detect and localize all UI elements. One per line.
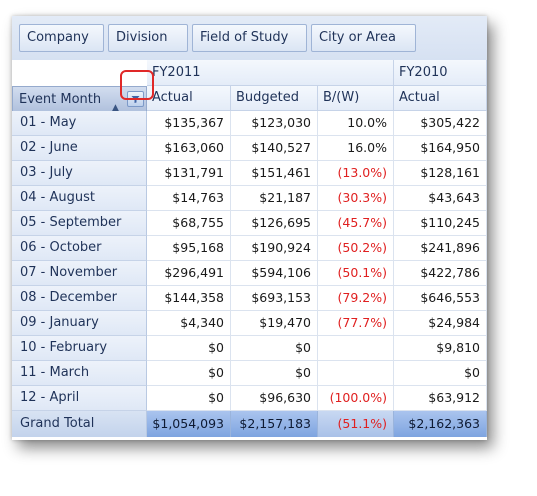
cell-actual-fy2011[interactable]: $68,755	[147, 211, 231, 236]
cell-actual-fy2011[interactable]: $0	[147, 336, 231, 361]
cell-actual-fy2011[interactable]: $14,763	[147, 186, 231, 211]
cell-actual-fy2010[interactable]: $43,643	[394, 186, 487, 211]
cell-bw[interactable]: 16.0%	[318, 136, 394, 161]
row-label[interactable]: 05 - September	[12, 211, 147, 236]
sort-asc-icon[interactable]: ▲	[112, 103, 119, 113]
column-header-bw[interactable]: B/(W)	[318, 86, 394, 111]
cell-budgeted[interactable]: $19,470	[231, 311, 318, 336]
cell-actual-fy2010[interactable]: $9,810	[394, 336, 487, 361]
column-group-fy2010[interactable]: FY2010	[394, 60, 487, 86]
cell-budgeted[interactable]: $693,153	[231, 286, 318, 311]
cell-actual-fy2011[interactable]: $95,168	[147, 236, 231, 261]
cell-bw[interactable]: 10.0%	[318, 111, 394, 136]
cell-actual-fy2010[interactable]: $241,896	[394, 236, 487, 261]
cell-bw[interactable]: (30.3%)	[318, 186, 394, 211]
cell-bw[interactable]: (45.7%)	[318, 211, 394, 236]
cell-budgeted[interactable]: $21,187	[231, 186, 318, 211]
filter-highlight-box	[120, 70, 154, 100]
row-label[interactable]: 03 - July	[12, 161, 147, 186]
cell-budgeted[interactable]: $0	[231, 336, 318, 361]
filter-area: Company Division Field of Study City or …	[12, 16, 487, 61]
cell-budgeted[interactable]: $140,527	[231, 136, 318, 161]
cell-bw[interactable]: (13.0%)	[318, 161, 394, 186]
row-label[interactable]: 08 - December	[12, 286, 147, 311]
cell-actual-fy2011[interactable]: $163,060	[147, 136, 231, 161]
cell-bw[interactable]	[318, 361, 394, 386]
cell-bw[interactable]: (100.0%)	[318, 386, 394, 411]
filter-field-field-of-study[interactable]: Field of Study	[192, 24, 307, 52]
filter-field-division[interactable]: Division	[108, 24, 188, 52]
row-label[interactable]: 11 - March	[12, 361, 147, 386]
cell-budgeted[interactable]: $190,924	[231, 236, 318, 261]
cell-budgeted[interactable]: $123,030	[231, 111, 318, 136]
column-group-fy2011[interactable]: FY2011	[147, 60, 394, 86]
grand-total-actual-fy2010[interactable]: $2,162,363	[394, 411, 487, 437]
cell-budgeted[interactable]: $594,106	[231, 261, 318, 286]
cell-actual-fy2010[interactable]: $24,984	[394, 311, 487, 336]
column-header-budgeted[interactable]: Budgeted	[231, 86, 318, 111]
grand-total-budgeted[interactable]: $2,157,183	[231, 411, 318, 437]
grand-total-label: Grand Total	[12, 411, 147, 437]
cell-actual-fy2010[interactable]: $646,553	[394, 286, 487, 311]
cell-budgeted[interactable]: $96,630	[231, 386, 318, 411]
filter-field-city-or-area[interactable]: City or Area	[311, 24, 416, 52]
row-field-label: Event Month	[19, 92, 102, 107]
cell-actual-fy2011[interactable]: $135,367	[147, 111, 231, 136]
cell-budgeted[interactable]: $126,695	[231, 211, 318, 236]
row-label[interactable]: 07 - November	[12, 261, 147, 286]
row-label[interactable]: 02 - June	[12, 136, 147, 161]
cell-actual-fy2011[interactable]: $131,791	[147, 161, 231, 186]
row-label[interactable]: 06 - October	[12, 236, 147, 261]
row-label[interactable]: 10 - February	[12, 336, 147, 361]
cell-actual-fy2011[interactable]: $0	[147, 361, 231, 386]
cell-actual-fy2010[interactable]: $422,786	[394, 261, 487, 286]
row-label[interactable]: 01 - May	[12, 111, 147, 136]
column-header-actual-fy2010[interactable]: Actual	[394, 86, 487, 111]
pivot-grid: Company Division Field of Study City or …	[12, 16, 487, 440]
cell-actual-fy2011[interactable]: $144,358	[147, 286, 231, 311]
cell-actual-fy2010[interactable]: $128,161	[394, 161, 487, 186]
cell-bw[interactable]	[318, 336, 394, 361]
grand-total-bw[interactable]: (51.1%)	[318, 411, 394, 437]
cell-actual-fy2011[interactable]: $296,491	[147, 261, 231, 286]
cell-actual-fy2010[interactable]: $164,950	[394, 136, 487, 161]
cell-bw[interactable]: (50.1%)	[318, 261, 394, 286]
row-label[interactable]: 04 - August	[12, 186, 147, 211]
cell-actual-fy2011[interactable]: $0	[147, 386, 231, 411]
grand-total-actual-fy2011[interactable]: $1,054,093	[147, 411, 231, 437]
cell-budgeted[interactable]: $151,461	[231, 161, 318, 186]
cell-actual-fy2011[interactable]: $4,340	[147, 311, 231, 336]
cell-actual-fy2010[interactable]: $305,422	[394, 111, 487, 136]
filter-field-company[interactable]: Company	[19, 24, 104, 52]
cell-budgeted[interactable]: $0	[231, 361, 318, 386]
row-label[interactable]: 09 - January	[12, 311, 147, 336]
column-header-actual-fy2011[interactable]: Actual	[147, 86, 231, 111]
cell-bw[interactable]: (77.7%)	[318, 311, 394, 336]
row-label[interactable]: 12 - April	[12, 386, 147, 411]
cell-actual-fy2010[interactable]: $110,245	[394, 211, 487, 236]
cell-bw[interactable]: (50.2%)	[318, 236, 394, 261]
cell-actual-fy2010[interactable]: $63,912	[394, 386, 487, 411]
cell-actual-fy2010[interactable]: $0	[394, 361, 487, 386]
cell-bw[interactable]: (79.2%)	[318, 286, 394, 311]
